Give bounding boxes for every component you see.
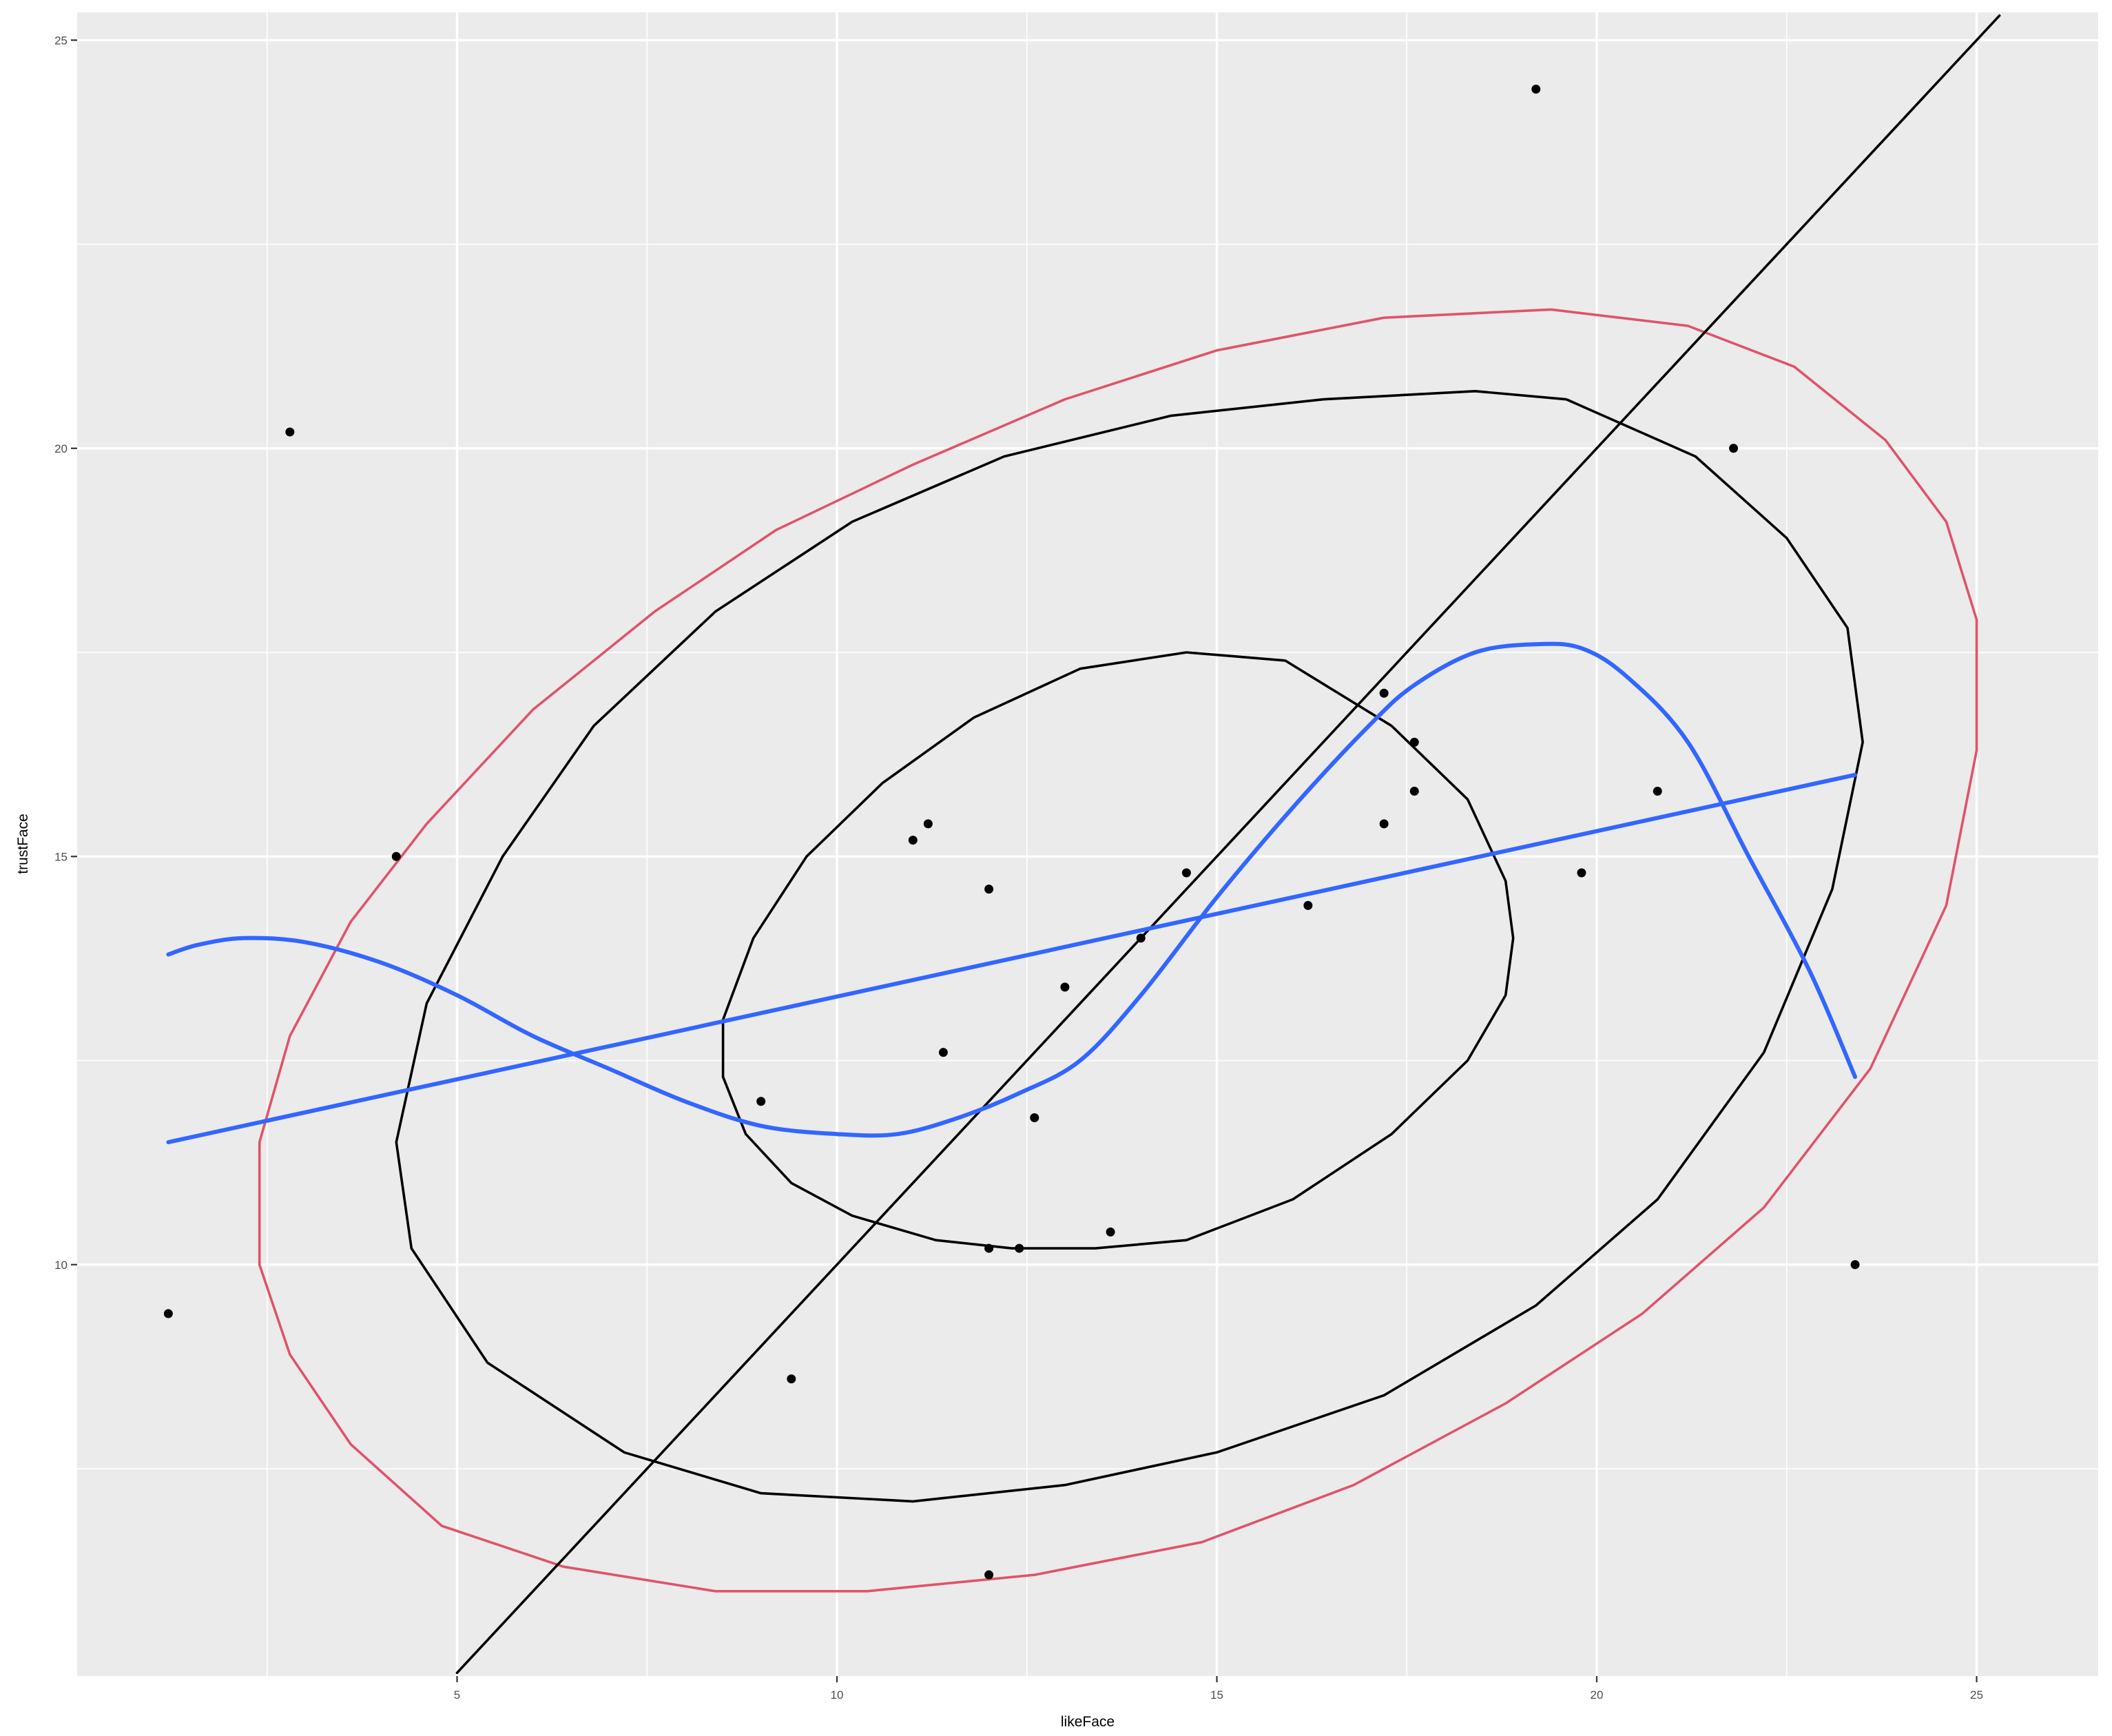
y-axis-title: trustFace xyxy=(15,814,31,874)
smooth_fit-line xyxy=(166,641,1857,1138)
data-point xyxy=(1409,786,1419,796)
data-point xyxy=(1030,1113,1039,1122)
data-point xyxy=(1531,84,1541,94)
y-tick-labels: 10 15 20 25 xyxy=(54,34,68,1271)
data-point xyxy=(938,1048,948,1057)
data-point xyxy=(1136,933,1146,943)
ellipses xyxy=(258,308,1978,1593)
data-point xyxy=(1181,868,1191,878)
data-point xyxy=(1015,1243,1024,1253)
data-point xyxy=(984,885,994,894)
x-axis-title: likeFace xyxy=(1061,1714,1115,1730)
y-tick-label: 15 xyxy=(54,850,68,863)
data-points xyxy=(163,84,1860,1580)
data-point xyxy=(984,1243,994,1253)
data-point xyxy=(1850,1260,1860,1270)
data-point xyxy=(1653,786,1662,796)
data-point xyxy=(908,836,918,845)
data-point xyxy=(163,1309,173,1319)
data-point xyxy=(1729,444,1739,453)
y-tick-label: 10 xyxy=(54,1259,68,1272)
x-tick-labels: 5 10 15 20 25 xyxy=(454,1688,1983,1702)
data-point xyxy=(1303,900,1313,910)
plot-panel xyxy=(77,12,2098,1676)
data-point xyxy=(787,1374,796,1384)
x-tick-label: 20 xyxy=(1591,1688,1604,1702)
fit-lines xyxy=(166,14,2001,1675)
ellipse-2 xyxy=(395,389,1864,1503)
data-point xyxy=(1577,868,1586,878)
x-tick-label: 5 xyxy=(454,1688,460,1702)
data-point xyxy=(391,851,401,861)
x-tick-label: 10 xyxy=(831,1688,844,1702)
linear_fit-line xyxy=(166,772,1857,1144)
data-point xyxy=(1409,737,1419,747)
data-point xyxy=(923,819,933,829)
ellipse-3 xyxy=(258,308,1978,1593)
x-tick-label: 25 xyxy=(1970,1688,1983,1702)
y-tick-label: 20 xyxy=(54,442,68,455)
data-point xyxy=(984,1570,994,1580)
data-point xyxy=(756,1097,766,1106)
data-point xyxy=(1379,819,1389,829)
data-point xyxy=(285,427,295,437)
x-tick-label: 15 xyxy=(1210,1688,1223,1702)
axis-ticks xyxy=(71,39,1978,1682)
data-point xyxy=(1060,982,1070,992)
ellipse-1 xyxy=(721,651,1515,1250)
y-tick-label: 25 xyxy=(54,34,68,47)
diagonal-line xyxy=(455,14,2001,1675)
data-point xyxy=(1379,688,1389,698)
grid-major xyxy=(77,12,2098,1676)
data-point xyxy=(1106,1227,1115,1237)
